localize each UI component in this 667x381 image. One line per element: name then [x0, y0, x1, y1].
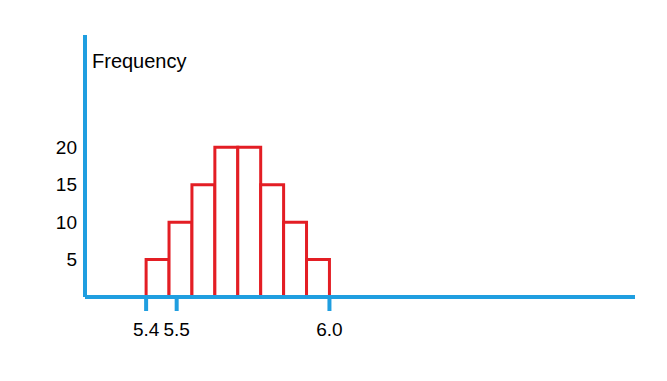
svg-text:10: 10	[56, 212, 77, 233]
svg-text:5.4: 5.4	[133, 319, 160, 340]
svg-text:15: 15	[56, 174, 77, 195]
svg-text:20: 20	[56, 137, 77, 158]
html-text:Frequency: Frequency	[92, 50, 187, 72]
svg-text:5.5: 5.5	[163, 319, 189, 340]
svg-text:6.0: 6.0	[316, 319, 342, 340]
svg-text:5: 5	[66, 249, 77, 270]
